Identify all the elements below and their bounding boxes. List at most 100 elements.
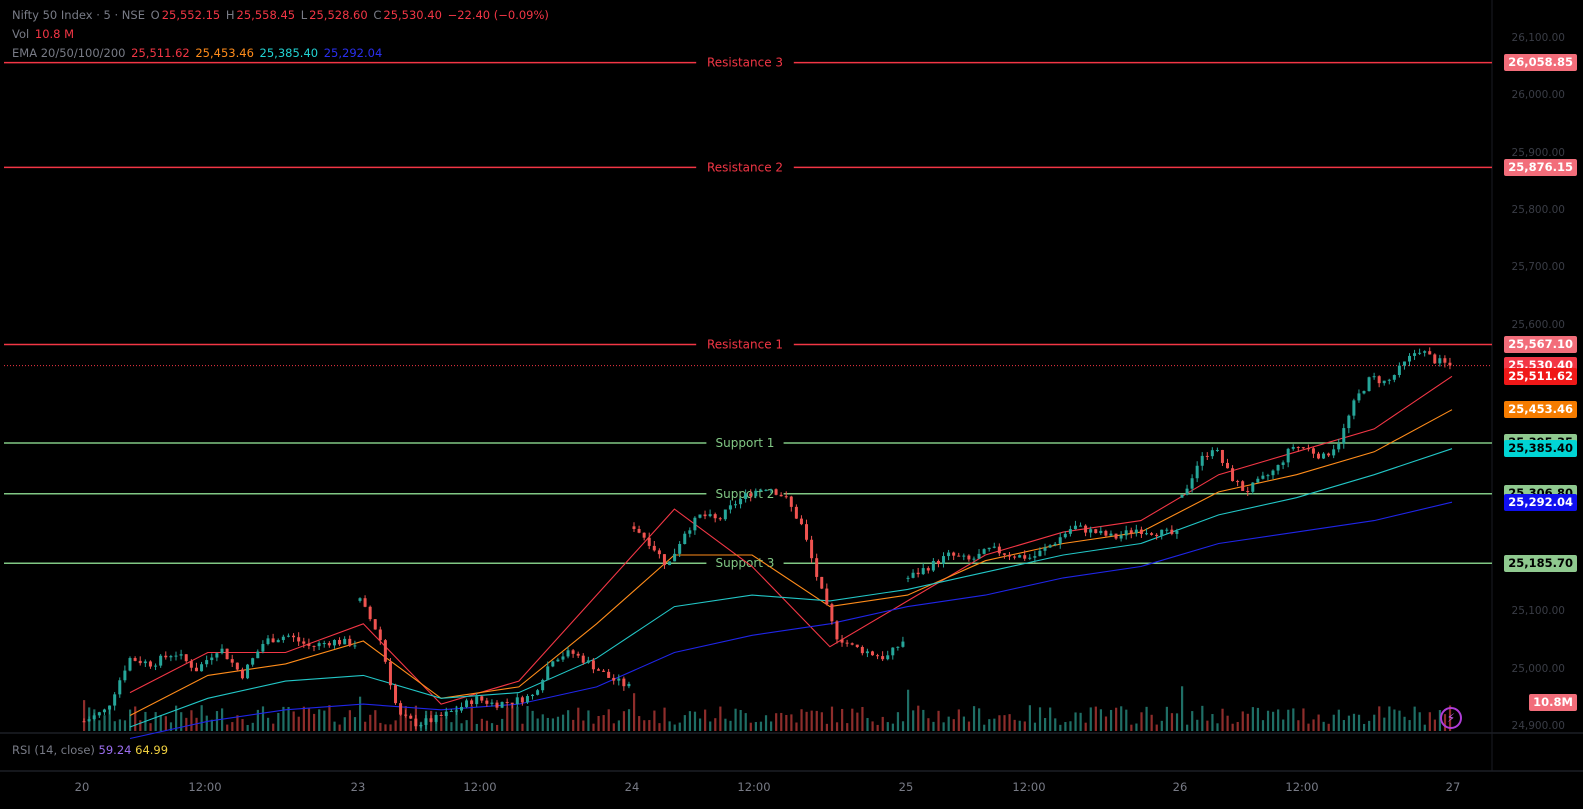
candle-body: [612, 677, 616, 681]
volume-bar: [134, 706, 137, 731]
candle-body: [495, 702, 499, 708]
volume-label[interactable]: Vol: [12, 27, 30, 41]
candle-body: [1362, 391, 1366, 394]
candle-body: [429, 718, 433, 722]
candle-body: [1291, 447, 1295, 449]
volume-bar: [582, 720, 585, 731]
volume-bar: [1418, 712, 1421, 731]
volume-bar: [1368, 720, 1371, 731]
candle-body: [1013, 556, 1017, 558]
candle-body: [1418, 352, 1422, 354]
volume-bar: [698, 718, 702, 731]
rsi-label[interactable]: RSI (14, close): [12, 743, 95, 757]
candle-body: [444, 711, 448, 716]
volume-bar: [1175, 713, 1179, 731]
candle-body: [1357, 393, 1361, 401]
rsi-ma-value: 64.99: [135, 743, 169, 757]
candle-body: [143, 661, 147, 664]
volume-bar: [612, 723, 615, 731]
level-price-tag: 26,058.85: [1504, 54, 1577, 72]
candle-body: [353, 645, 357, 647]
volume-bar: [653, 710, 656, 731]
candle-body: [1104, 530, 1108, 536]
candle-body: [632, 526, 636, 529]
volume-bar: [633, 693, 636, 731]
price-tick-label: 26,100.00: [1511, 32, 1565, 44]
candle-body: [1301, 447, 1305, 449]
candle-body: [764, 489, 768, 491]
candle-body: [1413, 353, 1417, 356]
volume-bar: [118, 719, 121, 731]
volume-bar: [602, 715, 605, 731]
candle-body: [1028, 557, 1032, 559]
volume-bar: [800, 709, 803, 731]
volume-bar: [1049, 707, 1052, 731]
level-label: Resistance 3: [707, 56, 783, 70]
candle-body: [647, 537, 651, 546]
candle-body: [657, 550, 661, 555]
volume-bar: [764, 715, 768, 731]
volume-bar: [159, 715, 162, 731]
candle-body: [230, 659, 234, 663]
candle-body: [297, 637, 301, 642]
volume-legend: Vol 10.8 M: [12, 27, 76, 41]
candle-body: [220, 648, 224, 654]
volume-bar: [496, 724, 499, 731]
candle-body: [1246, 490, 1250, 492]
volume-bar: [922, 709, 925, 731]
volume-bar: [531, 710, 534, 731]
candle-body: [1286, 448, 1290, 463]
volume-bar: [1201, 705, 1204, 731]
volume-bar: [1251, 707, 1254, 731]
symbol-label[interactable]: Nifty 50 Index · 5 · NSE: [12, 8, 145, 22]
candle-body: [1281, 462, 1285, 465]
volume-bar: [1028, 705, 1031, 731]
ohlc-legend: Nifty 50 Index · 5 · NSE O 25,552.15 H 25,…: [12, 8, 551, 22]
candle-body: [1266, 475, 1270, 477]
candle-body: [434, 714, 438, 722]
candle-body: [1226, 462, 1229, 469]
candle-body: [784, 496, 788, 498]
candle-body: [179, 654, 183, 656]
level-label: Resistance 1: [707, 338, 783, 352]
volume-bar: [267, 717, 270, 731]
candle-body: [1241, 481, 1245, 491]
candle-body: [159, 655, 163, 666]
volume-bar: [643, 720, 646, 731]
volume-bar: [967, 721, 971, 731]
time-tick-label: 12:00: [188, 780, 222, 794]
volume-bar: [185, 717, 188, 731]
candle-body: [799, 518, 803, 525]
volume-bar: [668, 721, 671, 731]
candle-body: [154, 665, 158, 667]
candle-body: [1210, 450, 1214, 457]
ema-label[interactable]: EMA 20/50/100/200: [12, 46, 126, 60]
candle-body: [977, 553, 981, 559]
volume-bar: [770, 721, 773, 731]
candle-body: [1397, 365, 1401, 376]
candle-body: [1342, 428, 1346, 444]
price-tick-label: 25,000.00: [1511, 662, 1565, 675]
candle-body: [378, 629, 382, 641]
volume-bar: [149, 723, 152, 731]
candle-body: [1058, 537, 1062, 544]
candle-body: [348, 638, 352, 646]
volume-bar: [261, 706, 265, 731]
volume-bar: [1115, 707, 1118, 731]
volume-bar: [1297, 720, 1300, 731]
volume-bar: [175, 705, 178, 731]
candle-body: [332, 639, 336, 646]
volume-bar: [835, 722, 839, 731]
candle-body: [338, 639, 342, 645]
candle-body: [678, 543, 682, 554]
candle-body: [1175, 530, 1179, 534]
lightning-icon[interactable]: ⚡: [1440, 707, 1462, 729]
volume-bar: [622, 711, 626, 731]
volume-bar: [215, 711, 219, 731]
candle-body: [256, 651, 260, 659]
candle-body: [668, 561, 672, 566]
volume-bar: [1398, 710, 1401, 731]
candle-body: [184, 654, 188, 662]
